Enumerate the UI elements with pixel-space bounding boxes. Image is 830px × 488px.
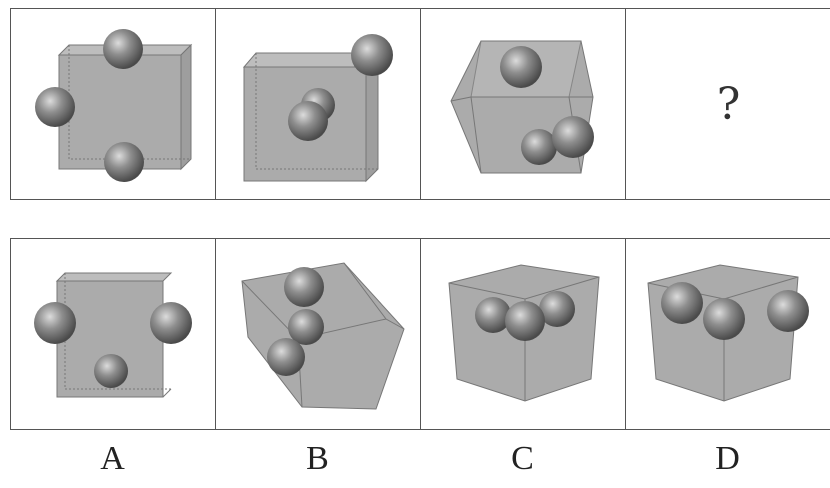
sphere bbox=[288, 101, 328, 141]
option-label-b[interactable]: B bbox=[306, 440, 329, 477]
sphere bbox=[284, 267, 324, 307]
option-label-a[interactable]: A bbox=[100, 440, 125, 477]
option-a-figure bbox=[34, 272, 192, 398]
cube bbox=[57, 43, 193, 171]
option-d-panel[interactable] bbox=[625, 239, 830, 429]
sphere bbox=[703, 298, 745, 340]
sphere bbox=[767, 290, 809, 332]
sphere bbox=[521, 129, 557, 165]
option-b-figure bbox=[241, 262, 405, 410]
question-panel-4: ? bbox=[625, 9, 830, 199]
question-panel-2 bbox=[215, 9, 420, 199]
sphere bbox=[661, 282, 703, 324]
sphere bbox=[505, 301, 545, 341]
sphere bbox=[94, 354, 128, 388]
sphere bbox=[104, 142, 144, 182]
option-c-figure bbox=[448, 264, 600, 402]
sphere bbox=[267, 338, 305, 376]
question-row: ? bbox=[10, 8, 830, 200]
sphere bbox=[103, 29, 143, 69]
sphere bbox=[351, 34, 393, 76]
option-row bbox=[10, 238, 830, 430]
question-mark: ? bbox=[716, 78, 741, 130]
sphere bbox=[34, 302, 76, 344]
option-labels: A B C D bbox=[10, 440, 830, 484]
sphere bbox=[35, 87, 75, 127]
question-panel-3 bbox=[420, 9, 625, 199]
sphere bbox=[288, 309, 324, 345]
cube-figure-3 bbox=[450, 40, 594, 174]
option-label-d[interactable]: D bbox=[715, 440, 740, 477]
sphere bbox=[150, 302, 192, 344]
option-c-panel[interactable] bbox=[420, 239, 625, 429]
sphere bbox=[500, 46, 542, 88]
option-b-panel[interactable] bbox=[215, 239, 420, 429]
sphere bbox=[552, 116, 594, 158]
option-d-figure bbox=[647, 264, 809, 402]
sphere bbox=[475, 297, 511, 333]
sphere bbox=[539, 291, 575, 327]
cube-figure-1 bbox=[35, 29, 193, 182]
option-label-c[interactable]: C bbox=[511, 440, 534, 477]
option-a-panel[interactable] bbox=[10, 239, 215, 429]
cube-figure-2 bbox=[242, 34, 393, 183]
question-panel-1 bbox=[10, 9, 215, 199]
